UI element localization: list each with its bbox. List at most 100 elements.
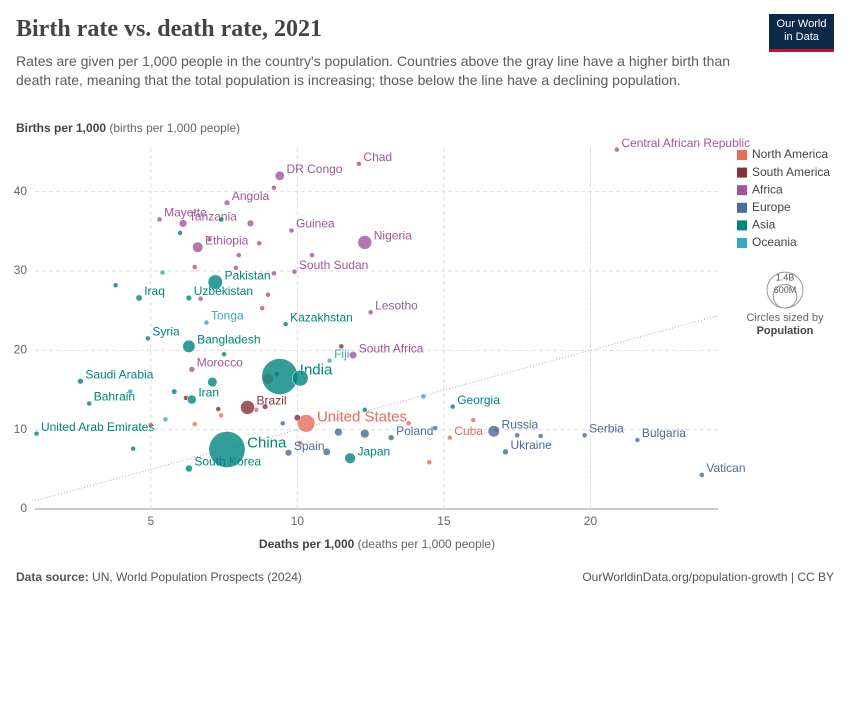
point bbox=[259, 305, 265, 312]
y-label-unit: (births per 1,000 people) bbox=[109, 121, 240, 135]
logo[interactable]: Our World in Data bbox=[769, 14, 834, 52]
size-legend-label: 1.4B bbox=[776, 272, 795, 282]
point-label: Brazil bbox=[257, 394, 287, 408]
chart: Births per 1,000 (births per 1,000 peopl… bbox=[14, 121, 834, 584]
legend-swatch bbox=[737, 185, 747, 196]
point-label: Serbia bbox=[589, 421, 624, 435]
point-label: Chad bbox=[363, 150, 392, 164]
point-label: United States bbox=[317, 408, 407, 425]
point-label: Cuba bbox=[454, 424, 483, 438]
point bbox=[262, 403, 269, 410]
point bbox=[148, 422, 154, 428]
point-label: Guinea bbox=[296, 217, 335, 231]
point-label: Syria bbox=[152, 325, 180, 339]
chart-title: Birth rate vs. death rate, 2021 bbox=[16, 16, 322, 42]
point bbox=[135, 294, 143, 302]
point bbox=[357, 235, 373, 250]
parity-line bbox=[34, 315, 719, 502]
point bbox=[432, 425, 438, 431]
point bbox=[349, 351, 358, 360]
point-label: Tanzania bbox=[189, 210, 237, 224]
point bbox=[322, 447, 331, 456]
point bbox=[33, 430, 40, 437]
point-label: Iran bbox=[198, 386, 219, 400]
legend-swatch bbox=[737, 150, 747, 160]
subtitle: Rates are given per 1,000 people in the … bbox=[16, 53, 731, 88]
size-legend-variable: Population bbox=[757, 325, 814, 337]
point-label: Japan bbox=[357, 444, 390, 458]
point bbox=[256, 240, 262, 246]
point-label: Central African Republic bbox=[621, 136, 750, 150]
x-label-unit: (deaths per 1,000 people) bbox=[358, 537, 495, 551]
point bbox=[182, 339, 196, 353]
point bbox=[344, 452, 356, 464]
legend-label: Africa bbox=[752, 182, 783, 196]
point-label: South Sudan bbox=[299, 258, 368, 272]
source: Data source: UN, World Population Prospe… bbox=[16, 570, 302, 584]
y-axis-label: Births per 1,000 (births per 1,000 peopl… bbox=[16, 121, 240, 135]
legend-swatch bbox=[737, 202, 747, 213]
point bbox=[207, 377, 218, 388]
point bbox=[187, 394, 197, 405]
legend-label: North America bbox=[752, 147, 828, 161]
point-label: Bangladesh bbox=[197, 333, 260, 347]
point bbox=[271, 270, 277, 277]
point-label: Georgia bbox=[457, 393, 500, 407]
point-label: Ethiopia bbox=[205, 233, 249, 247]
point-label: India bbox=[300, 361, 333, 378]
point bbox=[285, 449, 293, 457]
point bbox=[449, 403, 456, 410]
point-label: Bahrain bbox=[94, 390, 135, 404]
point bbox=[334, 427, 343, 437]
point bbox=[326, 357, 333, 364]
point-label: Spain bbox=[294, 439, 325, 453]
legend-label: Asia bbox=[752, 218, 776, 232]
point bbox=[367, 309, 374, 315]
source-label: Data source: bbox=[16, 570, 89, 584]
point bbox=[185, 294, 192, 302]
legend-label: Oceania bbox=[752, 235, 797, 249]
point bbox=[297, 440, 304, 446]
size-legend-label: 600M bbox=[774, 285, 797, 295]
point bbox=[309, 252, 315, 258]
point bbox=[265, 292, 271, 298]
point-label: United Arab Emirates bbox=[41, 420, 154, 434]
point-label: Ukraine bbox=[510, 438, 552, 452]
page: Birth rate vs. death rate, 2021 Rates ar… bbox=[13, 14, 834, 585]
y-label: Births per 1,000 bbox=[16, 121, 106, 135]
y-tick-label: 20 bbox=[14, 342, 28, 356]
point-label: Saudi Arabia bbox=[85, 367, 153, 381]
y-tick-label: 10 bbox=[14, 422, 28, 436]
point bbox=[130, 445, 136, 452]
source-url[interactable]: OurWorldinData.org/population-growth | C… bbox=[582, 570, 834, 584]
y-tick-label: 0 bbox=[20, 501, 27, 515]
point bbox=[293, 414, 301, 422]
point bbox=[206, 236, 213, 243]
y-tick-label: 40 bbox=[14, 184, 28, 198]
point-label: Lesotho bbox=[375, 298, 418, 312]
legend-swatch bbox=[737, 220, 747, 231]
point bbox=[487, 425, 500, 438]
point-label: Poland bbox=[396, 424, 433, 438]
point bbox=[188, 366, 195, 373]
point bbox=[235, 252, 242, 258]
y-tick-label: 30 bbox=[14, 263, 28, 277]
point bbox=[192, 241, 204, 253]
x-label: Deaths per 1,000 bbox=[259, 537, 355, 551]
point bbox=[362, 407, 368, 413]
point-label: Mayotte bbox=[164, 206, 207, 220]
x-axis-label: Deaths per 1,000 (deaths per 1,000 peopl… bbox=[259, 537, 495, 551]
point bbox=[292, 369, 309, 387]
point bbox=[145, 335, 151, 342]
point bbox=[221, 351, 227, 358]
point bbox=[387, 434, 395, 441]
point bbox=[246, 219, 255, 227]
point-label: DR Congo bbox=[286, 162, 342, 176]
point bbox=[405, 420, 412, 427]
point-label: Iraq bbox=[144, 284, 165, 298]
point bbox=[77, 378, 84, 385]
point bbox=[514, 432, 520, 438]
legend-label: Europe bbox=[752, 200, 791, 214]
x-tick-label: 10 bbox=[291, 514, 305, 528]
point-label: Morocco bbox=[197, 356, 243, 370]
